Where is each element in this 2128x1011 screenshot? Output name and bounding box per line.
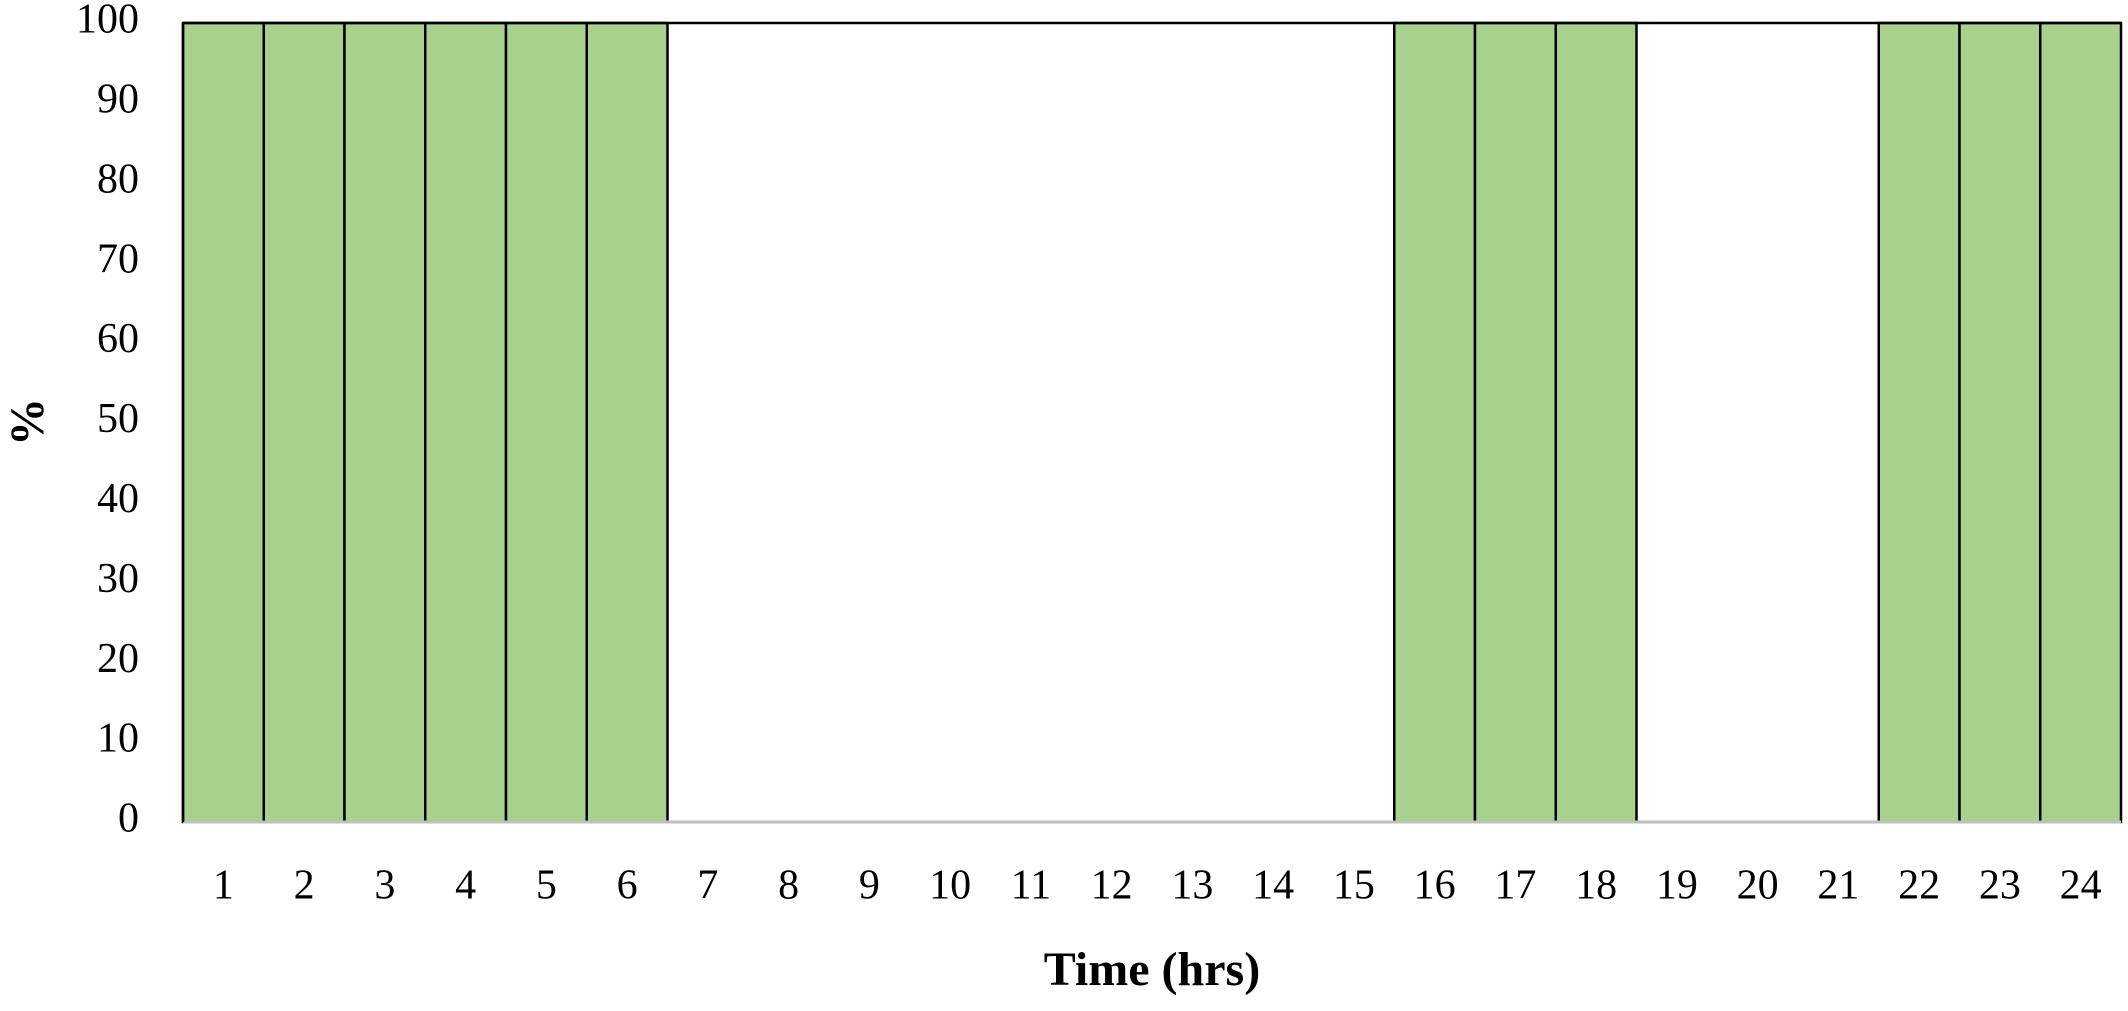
y-tick-label: 90 <box>97 77 139 123</box>
x-tick-label: 24 <box>2060 863 2102 909</box>
y-axis-title: % <box>1 398 54 446</box>
x-tick-label: 12 <box>1091 863 1133 909</box>
x-tick-label: 23 <box>1979 863 2021 909</box>
x-tick-label: 18 <box>1575 863 1617 909</box>
x-tick-label: 8 <box>778 863 799 909</box>
bar <box>424 21 508 824</box>
bar <box>343 21 427 824</box>
x-tick-label: 3 <box>374 863 395 909</box>
x-tick-label: 13 <box>1171 863 1213 909</box>
x-tick-label: 20 <box>1737 863 1779 909</box>
y-tick-label: 80 <box>97 156 139 202</box>
x-tick-label: 5 <box>536 863 557 909</box>
bar <box>1877 21 1961 824</box>
x-tick-label: 7 <box>697 863 718 909</box>
y-tick-label: 20 <box>97 636 139 682</box>
x-tick-label: 9 <box>859 863 880 909</box>
bar <box>1958 21 2042 824</box>
x-tick-label: 21 <box>1817 863 1859 909</box>
bar <box>2039 21 2123 824</box>
bar <box>1393 21 1477 824</box>
x-tick-label: 11 <box>1011 863 1051 909</box>
y-tick-label: 0 <box>118 796 139 842</box>
x-tick-label: 2 <box>294 863 315 909</box>
y-tick-label: 60 <box>97 316 139 362</box>
bar <box>504 21 588 824</box>
y-tick-label: 70 <box>97 236 139 282</box>
x-tick-label: 14 <box>1252 863 1294 909</box>
x-tick-label: 6 <box>617 863 638 909</box>
y-tick-label: 50 <box>97 396 139 442</box>
x-tick-label: 16 <box>1414 863 1456 909</box>
x-tick-label: 22 <box>1898 863 1940 909</box>
x-tick-label: 1 <box>213 863 234 909</box>
x-axis-title: Time (hrs) <box>1044 943 1260 996</box>
bar <box>262 21 346 824</box>
y-tick-label: 100 <box>76 0 139 43</box>
x-tick-label: 10 <box>929 863 971 909</box>
x-tick-label: 4 <box>455 863 476 909</box>
bar <box>1554 21 1638 824</box>
bar <box>1473 21 1557 824</box>
bar <box>181 21 265 824</box>
x-tick-label: 19 <box>1656 863 1698 909</box>
y-tick-label: 30 <box>97 556 139 602</box>
y-tick-label: 10 <box>97 716 139 762</box>
x-tick-label: 17 <box>1494 863 1536 909</box>
x-tick-label: 15 <box>1333 863 1375 909</box>
bar <box>585 21 669 824</box>
y-tick-label: 40 <box>97 476 139 522</box>
